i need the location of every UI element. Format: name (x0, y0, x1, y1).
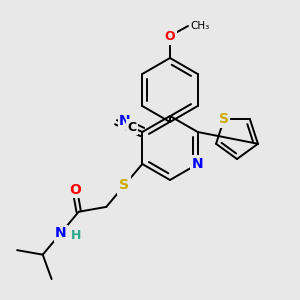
Text: N: N (192, 157, 203, 171)
Text: N: N (55, 226, 67, 240)
Text: S: S (219, 112, 229, 126)
Text: C: C (127, 121, 136, 134)
Text: O: O (165, 29, 175, 43)
Text: O: O (69, 183, 81, 197)
Text: S: S (119, 178, 129, 192)
Text: N: N (119, 114, 131, 128)
Text: CH₃: CH₃ (190, 21, 209, 31)
Text: H: H (71, 229, 81, 242)
